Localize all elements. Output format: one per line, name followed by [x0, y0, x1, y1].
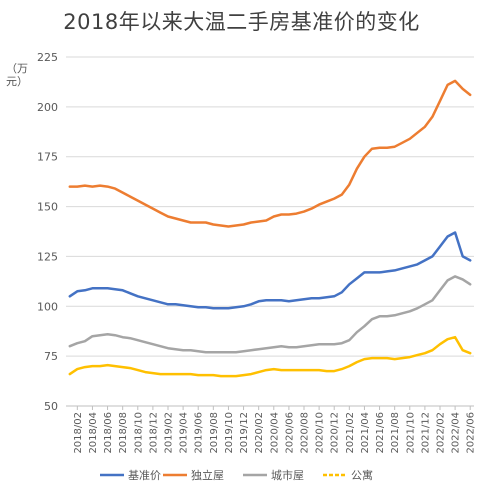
x-tick-label: 2022/06	[466, 412, 477, 454]
x-tick-label: 2022/02	[436, 412, 447, 454]
y-tick-labels: 50 75 100 125 150 175 200 225	[37, 51, 58, 413]
y-tick-label: 225	[37, 51, 58, 64]
y-tick-label: 50	[44, 400, 58, 413]
chart-title: 2018年以来大温二手房基准价的变化	[63, 10, 420, 34]
y-tick-label: 200	[37, 101, 58, 114]
gridlines	[66, 56, 474, 407]
x-tick-label: 2020/08	[300, 412, 311, 454]
x-tick-label: 2019/08	[209, 412, 220, 454]
x-tick-label: 2020/12	[330, 412, 341, 454]
x-tick-label: 2021/02	[345, 412, 356, 454]
x-tick-label: 2019/06	[194, 412, 205, 454]
series-line-2	[68, 79, 472, 228]
x-tick-label: 2018/08	[118, 412, 129, 454]
y-tick-label: 100	[37, 300, 58, 313]
series-line-4	[68, 335, 472, 378]
y-tick-label: 175	[37, 151, 58, 164]
legend-label-4: 公寓	[351, 468, 373, 482]
x-tick-label: 2018/06	[103, 412, 114, 454]
x-tick-label: 2019/12	[239, 412, 250, 454]
x-tick-label: 2018/04	[88, 412, 99, 454]
x-tick-label: 2022/04	[451, 412, 462, 454]
x-tick-labels: 2018/02 2018/04 2018/06 2018/08 2018/10 2018/…	[73, 406, 477, 454]
x-tick-label: 2021/06	[375, 412, 386, 454]
x-tick-label: 2020/02	[254, 412, 265, 454]
legend-label-3: 城市屋	[271, 468, 304, 482]
series-line-1	[68, 231, 472, 310]
series-lines	[68, 79, 472, 378]
legend-label-2: 独立屋	[191, 468, 224, 482]
x-tick-label: 2019/04	[179, 412, 190, 454]
x-tick-label: 2020/04	[269, 412, 280, 454]
x-tick-label: 2018/10	[133, 412, 144, 454]
x-tick-label: 2020/06	[284, 412, 295, 454]
x-tick-label: 2019/02	[164, 412, 175, 454]
y-tick-label: 150	[37, 201, 58, 214]
x-tick-label: 2021/10	[405, 412, 416, 454]
x-tick-label: 2020/10	[315, 412, 326, 454]
x-tick-label: 2021/08	[390, 412, 401, 454]
x-tick-label: 2018/02	[73, 412, 84, 454]
legend-label-1: 基准价	[128, 469, 161, 482]
series-line-3	[68, 275, 472, 354]
y-tick-label: 75	[44, 350, 58, 363]
legend: 基准价 独立屋 城市屋 公寓	[100, 468, 373, 482]
x-tick-label: 2021/04	[360, 412, 371, 454]
x-tick-label: 2019/10	[224, 412, 235, 454]
x-tick-label: 2021/12	[420, 412, 431, 454]
y-tick-label: 125	[37, 250, 58, 263]
x-tick-label: 2018/12	[148, 412, 159, 454]
